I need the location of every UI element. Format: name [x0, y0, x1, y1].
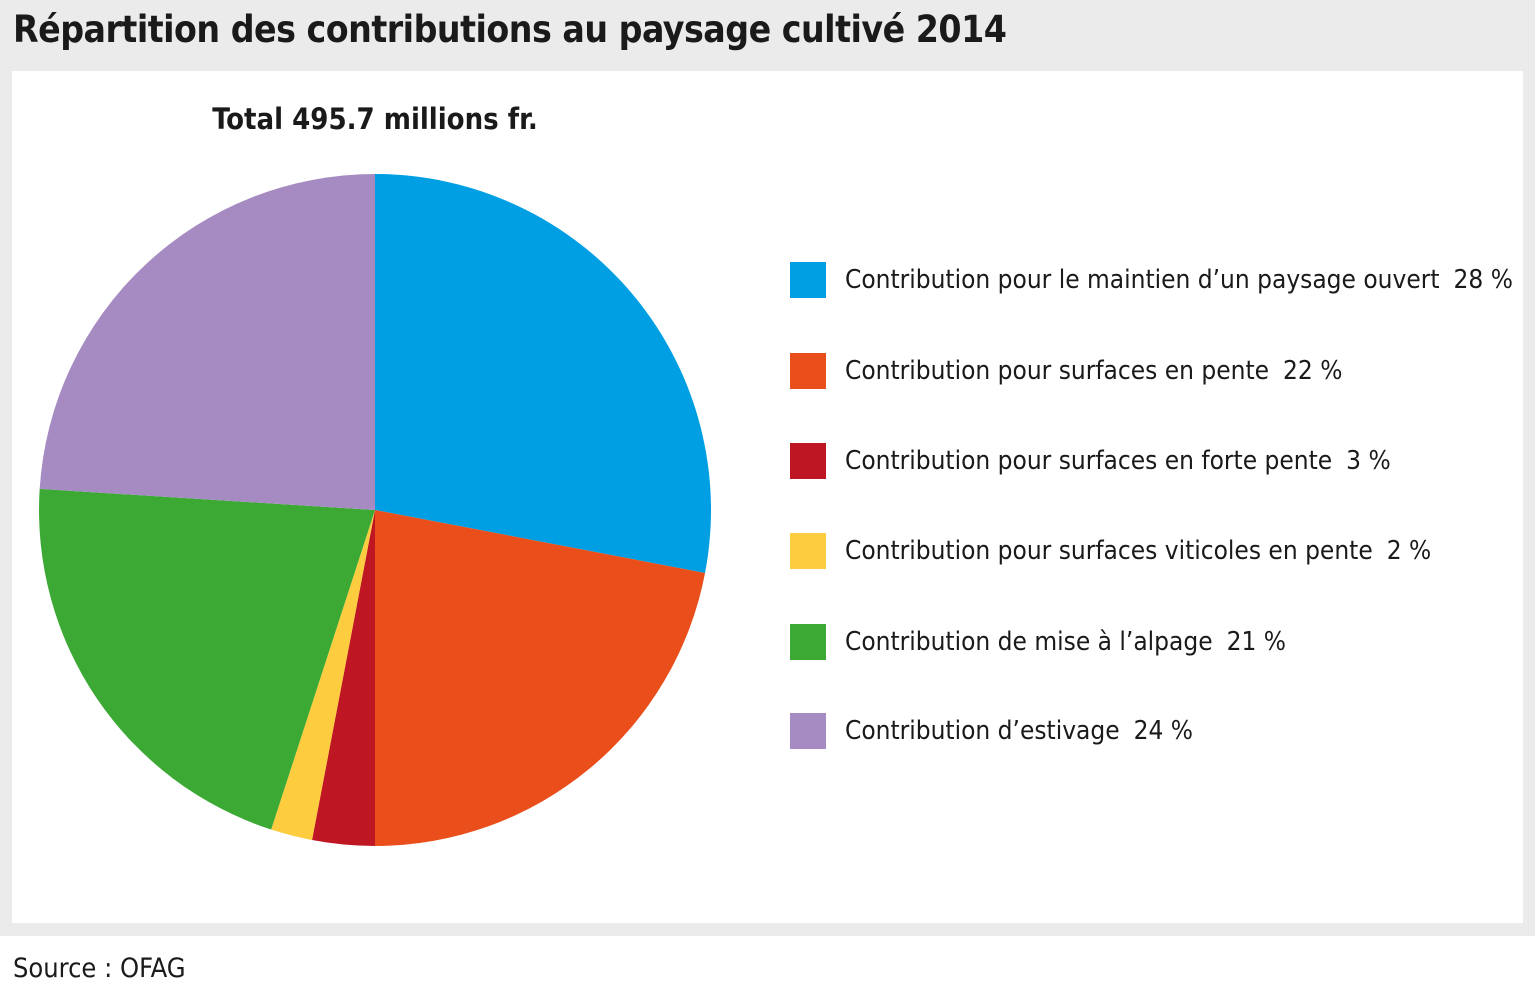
legend-percentage: 21 %: [1226, 627, 1287, 657]
chart-title: Répartition des contributions au paysage…: [13, 8, 1007, 51]
pie-slice-4: [271, 510, 375, 841]
pie-slice-6: [39, 174, 375, 510]
source-note: Source : OFAG: [13, 953, 186, 984]
legend-swatch: [790, 353, 826, 389]
legend-item: Contribution pour surfaces viticoles en …: [790, 533, 1431, 569]
legend-label: Contribution d’estivage: [845, 716, 1120, 746]
legend-percentage: 28 %: [1453, 265, 1513, 295]
chart-subtitle: Total 495.7 millions fr.: [212, 102, 538, 136]
pie-slice-5: [38, 488, 376, 830]
pie-slice-2: [375, 510, 706, 847]
legend-swatch: [790, 713, 826, 749]
pie-slice-3: [312, 510, 375, 846]
legend-item: Contribution pour surfaces en forte pent…: [790, 443, 1391, 479]
legend-percentage: 3 %: [1346, 446, 1391, 476]
legend-percentage: 24 %: [1133, 716, 1194, 746]
legend-swatch: [790, 533, 826, 569]
legend-item: Contribution d’estivage 24 %: [790, 713, 1193, 749]
legend-percentage: 2 %: [1386, 536, 1432, 566]
legend-label: Contribution pour surfaces en forte pent…: [845, 446, 1333, 476]
legend-label: Contribution pour surfaces en pente: [845, 356, 1270, 386]
legend-swatch: [790, 262, 826, 298]
legend-label: Contribution pour le maintien d’un paysa…: [845, 265, 1440, 295]
legend-swatch: [790, 443, 826, 479]
pie-chart: [38, 174, 711, 847]
legend-item: Contribution pour surfaces en pente 22 %: [790, 353, 1342, 389]
legend-swatch: [790, 624, 826, 660]
legend-item: Contribution pour le maintien d’un paysa…: [790, 262, 1513, 298]
legend-label: Contribution de mise à l’alpage: [845, 627, 1213, 657]
pie-slice-1: [375, 174, 711, 573]
legend-label: Contribution pour surfaces viticoles en …: [845, 536, 1373, 566]
legend-item: Contribution de mise à l’alpage 21 %: [790, 624, 1286, 660]
legend-percentage: 22 %: [1283, 356, 1343, 386]
